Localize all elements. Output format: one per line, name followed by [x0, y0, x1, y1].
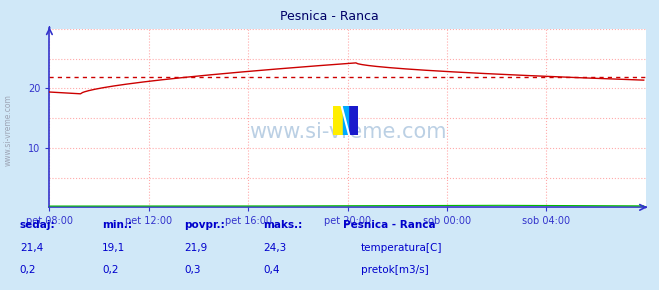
Text: Pesnica - Ranca: Pesnica - Ranca: [343, 220, 436, 230]
Text: pretok[m3/s]: pretok[m3/s]: [361, 265, 429, 275]
Polygon shape: [343, 106, 348, 135]
Text: temperatura[C]: temperatura[C]: [361, 243, 443, 253]
Text: min.:: min.:: [102, 220, 132, 230]
Text: sedaj:: sedaj:: [20, 220, 55, 230]
Text: 0,4: 0,4: [264, 265, 280, 275]
Text: 19,1: 19,1: [102, 243, 125, 253]
Text: 0,2: 0,2: [102, 265, 119, 275]
Text: 0,2: 0,2: [20, 265, 36, 275]
Text: 21,9: 21,9: [185, 243, 208, 253]
Text: 0,3: 0,3: [185, 265, 201, 275]
Text: 24,3: 24,3: [264, 243, 287, 253]
Text: Pesnica - Ranca: Pesnica - Ranca: [280, 10, 379, 23]
Text: 21,4: 21,4: [20, 243, 43, 253]
Bar: [345, 106, 358, 135]
Text: www.si-vreme.com: www.si-vreme.com: [3, 95, 13, 166]
Bar: [333, 106, 345, 135]
Text: povpr.:: povpr.:: [185, 220, 225, 230]
Text: maks.:: maks.:: [264, 220, 303, 230]
Text: www.si-vreme.com: www.si-vreme.com: [249, 122, 446, 142]
